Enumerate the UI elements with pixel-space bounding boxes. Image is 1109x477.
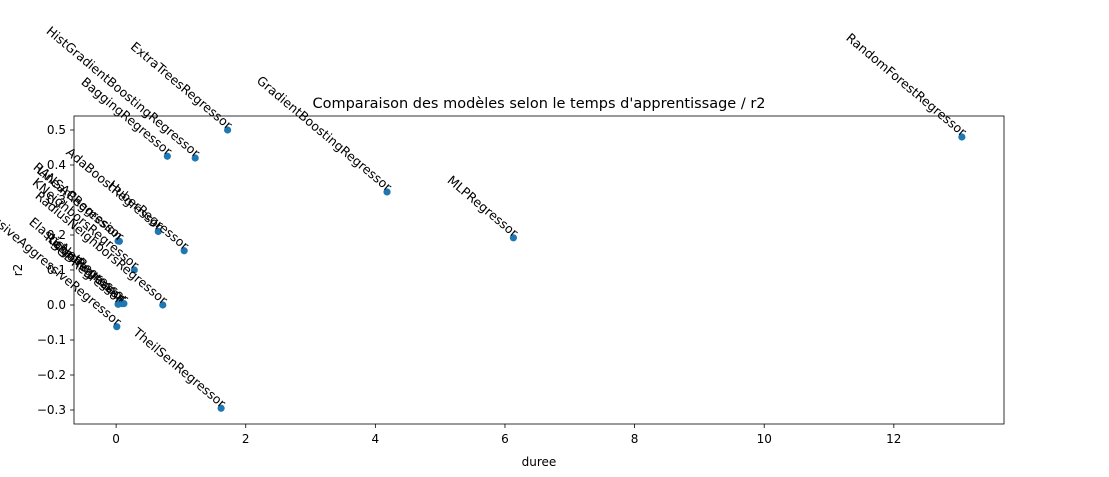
point-label: GradientBoostingRegressor <box>254 73 395 195</box>
y-tick-label: 0.2 <box>47 228 66 242</box>
y-tick-label: 0.4 <box>47 158 66 172</box>
x-tick-label: 2 <box>242 432 250 446</box>
point-label: RandomForestRegressor <box>843 30 970 140</box>
axes-frame <box>73 115 1005 425</box>
x-axis-ticks: 0 2 4 6 8 10 12 <box>112 424 901 446</box>
data-point <box>163 152 171 160</box>
x-tick-label: 12 <box>886 432 901 446</box>
data-point <box>130 266 138 274</box>
x-axis-label: duree <box>522 455 557 469</box>
x-tick-label: 10 <box>757 432 772 446</box>
point-label: MLPRegressor <box>445 172 522 240</box>
data-point <box>958 133 966 141</box>
chart-title: Comparaison des modèles selon le temps d… <box>312 96 765 112</box>
y-tick-label: −0.1 <box>37 333 66 347</box>
data-point <box>383 188 391 196</box>
x-tick-label: 6 <box>501 432 509 446</box>
data-point <box>154 227 162 236</box>
x-tick-label: 0 <box>112 432 120 446</box>
data-point <box>114 300 122 308</box>
data-point <box>159 301 167 309</box>
data-point <box>180 247 188 255</box>
data-point <box>120 300 128 308</box>
y-axis-ticks: −0.3 −0.2 −0.1 0.0 0.1 0.2 0.3 0.4 0.5 <box>37 123 74 417</box>
data-point <box>114 237 122 245</box>
y-tick-label: 0.3 <box>47 193 66 207</box>
y-tick-label: −0.3 <box>37 403 66 417</box>
y-axis-label: r2 <box>11 264 25 277</box>
data-point <box>223 126 232 134</box>
data-point <box>217 404 225 412</box>
y-tick-label: 0.1 <box>47 263 66 277</box>
y-tick-label: −0.2 <box>37 368 66 382</box>
data-point <box>113 323 121 331</box>
data-point <box>509 234 518 242</box>
point-annotations: RandomForestRegressorExtraTreesRegressor… <box>0 23 970 411</box>
plot-area <box>73 115 1005 425</box>
x-tick-label: 4 <box>372 432 380 446</box>
data-points <box>113 126 966 412</box>
x-tick-label: 8 <box>631 432 639 446</box>
y-tick-label: 0.0 <box>47 298 66 312</box>
y-tick-label: 0.5 <box>47 123 66 137</box>
point-label: TheilSenRegressor <box>130 324 230 411</box>
data-point <box>191 154 199 162</box>
